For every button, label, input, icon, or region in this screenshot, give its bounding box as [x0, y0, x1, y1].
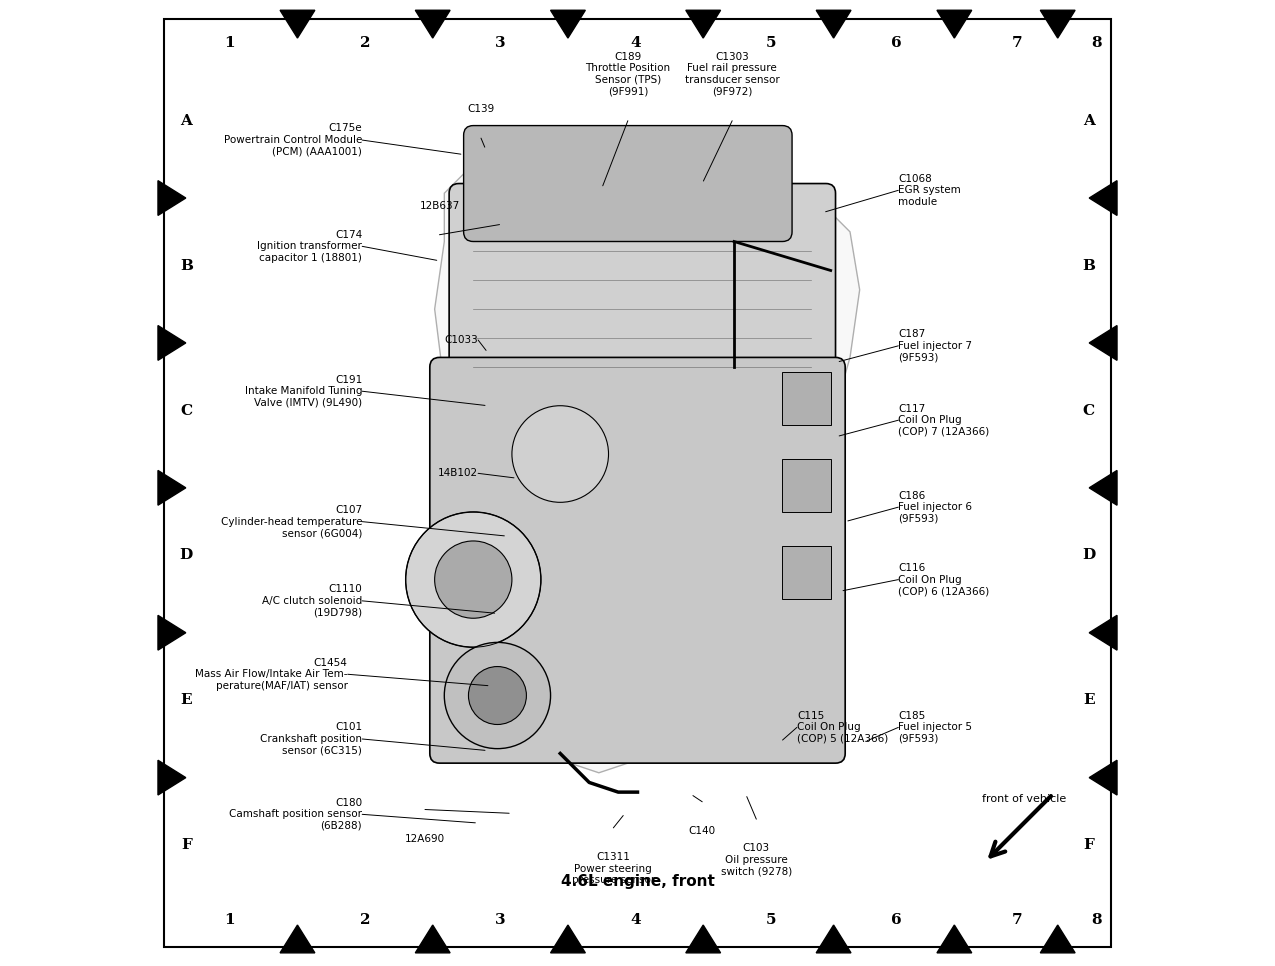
Polygon shape [551, 925, 585, 952]
Text: C1033: C1033 [445, 335, 478, 345]
Polygon shape [1089, 760, 1117, 795]
Text: C175e
Powertrain Control Module
(PCM) (AAA1001): C175e Powertrain Control Module (PCM) (A… [224, 124, 362, 156]
Polygon shape [158, 615, 186, 650]
Text: C103
Oil pressure
switch (9278): C103 Oil pressure switch (9278) [720, 843, 792, 876]
Text: 1: 1 [224, 913, 235, 926]
Polygon shape [1089, 470, 1117, 505]
Circle shape [468, 667, 527, 724]
Text: 6: 6 [891, 913, 901, 926]
Polygon shape [158, 760, 186, 795]
Text: A: A [181, 114, 193, 128]
Polygon shape [1089, 615, 1117, 650]
Text: 12A690: 12A690 [405, 834, 445, 843]
Text: C101
Crankshaft position
sensor (6C315): C101 Crankshaft position sensor (6C315) [260, 723, 362, 755]
Text: C: C [1082, 404, 1095, 417]
Circle shape [444, 642, 551, 749]
Circle shape [513, 406, 608, 502]
Text: 7: 7 [1012, 37, 1023, 50]
Text: B: B [180, 259, 193, 272]
Text: 3: 3 [495, 913, 506, 926]
Polygon shape [816, 925, 850, 952]
Text: C: C [180, 404, 193, 417]
Polygon shape [686, 925, 720, 952]
Text: C185
Fuel injector 5
(9F593): C185 Fuel injector 5 (9F593) [899, 711, 973, 744]
Bar [783, 459, 831, 512]
Text: C139: C139 [468, 104, 495, 114]
Text: C189
Throttle Position
Sensor (TPS)
(9F991): C189 Throttle Position Sensor (TPS) (9F9… [585, 52, 671, 97]
Text: 4.6L engine, front: 4.6L engine, front [561, 874, 714, 890]
Text: 8: 8 [1091, 37, 1102, 50]
Text: C186
Fuel injector 6
(9F593): C186 Fuel injector 6 (9F593) [899, 491, 973, 524]
FancyBboxPatch shape [464, 126, 792, 242]
Text: C1110
A/C clutch solenoid
(19D798): C1110 A/C clutch solenoid (19D798) [261, 584, 362, 617]
Polygon shape [1089, 181, 1117, 215]
Text: 6: 6 [891, 37, 901, 50]
Text: C180
Camshaft position sensor
(6B288): C180 Camshaft position sensor (6B288) [230, 798, 362, 831]
Text: C117
Coil On Plug
(COP) 7 (12A366): C117 Coil On Plug (COP) 7 (12A366) [899, 404, 989, 437]
Text: C187
Fuel injector 7
(9F593): C187 Fuel injector 7 (9F593) [899, 329, 973, 362]
Text: 14B102: 14B102 [439, 469, 478, 478]
Polygon shape [686, 11, 720, 38]
Text: C1303
Fuel rail pressure
transducer sensor
(9F972): C1303 Fuel rail pressure transducer sens… [685, 52, 779, 97]
Text: 7: 7 [1012, 913, 1023, 926]
Circle shape [405, 512, 541, 647]
Text: 3: 3 [495, 37, 506, 50]
Polygon shape [816, 11, 850, 38]
Text: A: A [1082, 114, 1094, 128]
Text: C115
Coil On Plug
(COP) 5 (12A366): C115 Coil On Plug (COP) 5 (12A366) [797, 711, 889, 744]
Text: C1311
Power steering
pressure sensor: C1311 Power steering pressure sensor [571, 852, 655, 885]
Text: 4: 4 [630, 37, 641, 50]
Polygon shape [158, 326, 186, 360]
Polygon shape [158, 470, 186, 505]
Polygon shape [551, 11, 585, 38]
Text: C191
Intake Manifold Tuning
Valve (IMTV) (9L490): C191 Intake Manifold Tuning Valve (IMTV)… [245, 375, 362, 408]
FancyBboxPatch shape [430, 357, 845, 763]
FancyBboxPatch shape [449, 184, 835, 396]
Text: front of vehicle: front of vehicle [982, 794, 1066, 804]
Polygon shape [158, 181, 186, 215]
Text: 12B637: 12B637 [419, 201, 459, 211]
Text: 2: 2 [360, 913, 370, 926]
Text: 1: 1 [224, 37, 235, 50]
Text: D: D [1082, 549, 1095, 562]
Text: E: E [181, 694, 193, 707]
Text: F: F [181, 838, 191, 852]
Polygon shape [280, 11, 315, 38]
Text: C1454
Mass Air Flow/Intake Air Tem-
perature(MAF/IAT) sensor: C1454 Mass Air Flow/Intake Air Tem- pera… [195, 658, 348, 691]
Text: 5: 5 [765, 37, 776, 50]
Bar [783, 546, 831, 599]
Polygon shape [937, 925, 972, 952]
Text: D: D [180, 549, 193, 562]
Text: E: E [1082, 694, 1094, 707]
Circle shape [435, 541, 513, 618]
Text: 5: 5 [765, 913, 776, 926]
Text: 4: 4 [630, 913, 641, 926]
Text: C107
Cylinder-head temperature
sensor (6G004): C107 Cylinder-head temperature sensor (6… [221, 505, 362, 538]
Polygon shape [937, 11, 972, 38]
Polygon shape [435, 135, 859, 773]
Text: B: B [1082, 259, 1095, 272]
Polygon shape [416, 11, 450, 38]
Polygon shape [280, 925, 315, 952]
Text: C174
Ignition transformer
capacitor 1 (18801): C174 Ignition transformer capacitor 1 (1… [258, 230, 362, 263]
Text: C140: C140 [688, 826, 715, 836]
Text: C1068
EGR system
module: C1068 EGR system module [899, 174, 961, 207]
Polygon shape [1040, 11, 1075, 38]
Text: F: F [1084, 838, 1094, 852]
Text: 2: 2 [360, 37, 370, 50]
Polygon shape [416, 925, 450, 952]
Polygon shape [1040, 925, 1075, 952]
Polygon shape [1089, 326, 1117, 360]
Text: 8: 8 [1091, 913, 1102, 926]
Bar [783, 372, 831, 425]
Text: C116
Coil On Plug
(COP) 6 (12A366): C116 Coil On Plug (COP) 6 (12A366) [899, 563, 989, 596]
